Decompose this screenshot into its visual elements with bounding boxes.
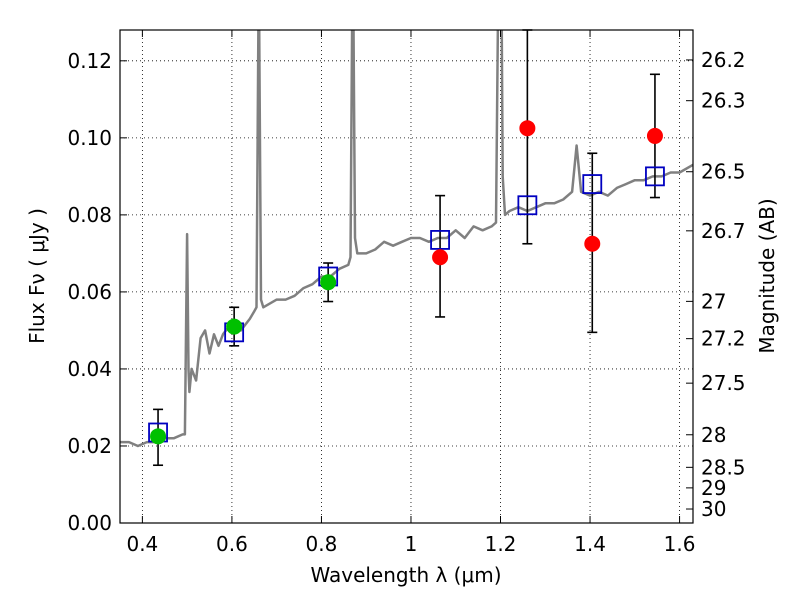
data-point (646, 127, 663, 144)
right-tick-label: 30 (701, 497, 726, 521)
plot-area (120, 30, 693, 448)
y-tick-label: 0.12 (67, 49, 112, 73)
plot-frame (119, 29, 694, 524)
axes: 0.4 0.6 0.8 1 1.2 1.4 1.6 0.00 0.02 0.04 0.06 0.08 0… (67, 30, 746, 556)
right-tick-label: 27.5 (701, 371, 746, 395)
right-tick-label: 27 (701, 289, 726, 313)
data-point (432, 249, 449, 266)
right-tick-label: 28.5 (701, 455, 746, 479)
y-axis-title: Flux Fν ( μJy ) (25, 208, 49, 344)
y-tick-label: 0.02 (67, 434, 112, 458)
y-tick-label: 0.08 (67, 203, 112, 227)
right-tick-label: 27.2 (701, 327, 746, 351)
y-tick-label: 0.06 (67, 280, 112, 304)
x-tick-label: 0.8 (306, 532, 338, 556)
y-tick-label: 0.00 (67, 511, 112, 535)
right-axis-title: Magnitude (AB) (755, 198, 779, 353)
right-tick-label: 26.3 (701, 89, 746, 113)
right-tick-label: 29 (701, 476, 726, 500)
plot-background (120, 30, 693, 523)
right-tick-label: 26.7 (701, 219, 746, 243)
x-tick-label: 1.2 (485, 532, 517, 556)
data-point (584, 235, 601, 252)
right-tick-label: 26.5 (701, 160, 746, 184)
x-tick-label: 0.4 (126, 532, 158, 556)
x-axis-title: Wavelength λ (μm) (310, 563, 501, 587)
data-point (320, 274, 337, 291)
y-tick-label: 0.10 (67, 126, 112, 150)
x-tick-label: 1.6 (664, 532, 696, 556)
model-square-point (645, 166, 665, 187)
error-bars (148, 29, 665, 467)
data-point (519, 120, 536, 137)
x-tick-label: 1 (405, 532, 418, 556)
template-spectrum-line (120, 30, 693, 448)
model-square-point (582, 174, 603, 194)
data-point (150, 428, 167, 445)
x-tick-label: 0.6 (216, 532, 248, 556)
data-point (226, 318, 243, 335)
x-tick-label: 1.4 (574, 532, 606, 556)
model-square-point (517, 195, 538, 216)
right-tick-label: 26.2 (701, 48, 746, 72)
model-square-point (430, 230, 450, 250)
y-tick-label: 0.04 (67, 357, 112, 381)
right-tick-label: 28 (701, 423, 726, 447)
